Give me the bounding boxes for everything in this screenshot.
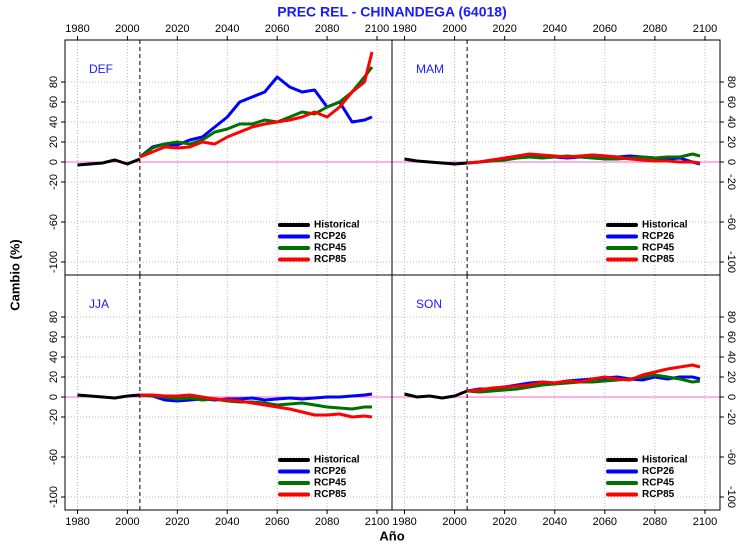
series-line: [404, 389, 468, 400]
y-tick-label: -20: [725, 174, 737, 190]
x-tick-label: 2040: [543, 23, 567, 35]
legend-label: Historical: [314, 220, 360, 231]
series-line: [466, 152, 701, 165]
series-line: [139, 51, 374, 159]
series-line: [138, 75, 373, 159]
y-tick-label: -100: [725, 251, 737, 273]
y-tick-label: 20: [725, 371, 737, 383]
x-tick-label: 2100: [693, 23, 717, 35]
y-tick-label: -20: [48, 174, 60, 190]
legend-label: RCP45: [642, 478, 675, 489]
series-line: [404, 157, 468, 166]
series-line: [466, 363, 701, 393]
y-tick-label: 80: [725, 76, 737, 88]
y-tick-label: 20: [725, 136, 737, 148]
y-tick-label: -60: [725, 449, 737, 465]
x-tick-label: 2080: [315, 23, 339, 35]
y-tick-label: 0: [48, 159, 60, 165]
y-tick-label: 0: [725, 159, 737, 165]
y-tick-label: 60: [725, 96, 737, 108]
legend-label: RCP26: [314, 231, 347, 242]
y-tick-label: 40: [725, 116, 737, 128]
legend-label: RCP85: [642, 489, 675, 500]
series-line: [466, 152, 701, 165]
x-tick-label: 2020: [165, 516, 189, 528]
x-tick-label: 2080: [643, 23, 667, 35]
y-tick-label: -20: [48, 409, 60, 425]
series-line: [77, 157, 141, 167]
legend-label: RCP26: [642, 466, 675, 477]
panel-title: DEF: [89, 62, 113, 76]
panel-frame: [391, 274, 721, 511]
x-tick-label: 2100: [365, 516, 389, 528]
y-tick-label: 20: [48, 371, 60, 383]
series-line: [466, 373, 701, 394]
x-tick-label: 2060: [593, 23, 617, 35]
y-tick-label: 60: [725, 331, 737, 343]
legend-label: Historical: [314, 455, 360, 466]
x-tick-label: 1980: [65, 516, 89, 528]
legend-label: RCP45: [642, 243, 675, 254]
panel-title: MAM: [416, 62, 444, 76]
x-tick-label: 2040: [215, 516, 239, 528]
y-tick-label: 40: [725, 351, 737, 363]
x-tick-label: 2020: [492, 516, 516, 528]
series-line: [77, 393, 141, 400]
legend-label: RCP85: [314, 254, 347, 265]
y-tick-label: 60: [48, 331, 60, 343]
y-tick-label: 0: [48, 394, 60, 400]
x-tick-label: 2020: [165, 23, 189, 35]
x-tick-label: 1980: [392, 516, 416, 528]
chart-title: PREC REL - CHINANDEGA (64018): [277, 4, 507, 20]
x-tick-label: 1980: [65, 23, 89, 35]
x-tick-label: 2080: [643, 516, 667, 528]
y-tick-label: -60: [48, 449, 60, 465]
x-tick-label: 2100: [693, 516, 717, 528]
y-tick-label: -20: [725, 409, 737, 425]
x-tick-label: 2020: [492, 23, 516, 35]
y-tick-label: -100: [725, 486, 737, 508]
x-tick-label: 2000: [442, 23, 466, 35]
legend-label: RCP85: [314, 489, 347, 500]
y-axis-label: Cambio (%): [7, 239, 22, 311]
legend-label: Historical: [642, 220, 688, 231]
y-tick-label: 40: [48, 116, 60, 128]
y-tick-label: 0: [725, 394, 737, 400]
y-tick-label: 80: [48, 76, 60, 88]
y-tick-label: -100: [48, 486, 60, 508]
x-tick-label: 2000: [115, 23, 139, 35]
legend-label: Historical: [642, 455, 688, 466]
legend-label: RCP26: [642, 231, 675, 242]
x-tick-label: 2060: [265, 23, 289, 35]
y-tick-label: 80: [725, 311, 737, 323]
series-line: [139, 393, 373, 419]
x-tick-label: 2100: [365, 23, 389, 35]
y-tick-label: -100: [48, 251, 60, 273]
y-tick-label: 20: [48, 136, 60, 148]
x-tick-label: 2040: [543, 516, 567, 528]
y-tick-label: 40: [48, 351, 60, 363]
legend-label: RCP45: [314, 478, 347, 489]
legend-label: RCP26: [314, 466, 347, 477]
x-tick-label: 2000: [115, 516, 139, 528]
x-tick-label: 1980: [392, 23, 416, 35]
y-tick-label: -60: [725, 214, 737, 230]
y-tick-label: -60: [48, 214, 60, 230]
x-tick-label: 2040: [215, 23, 239, 35]
x-tick-label: 2060: [593, 516, 617, 528]
x-tick-label: 2060: [265, 516, 289, 528]
x-axis-label: Año: [379, 528, 404, 543]
series-line: [139, 392, 373, 403]
panel-title: JJA: [89, 297, 109, 311]
y-tick-label: 60: [48, 96, 60, 108]
x-tick-label: 2000: [442, 516, 466, 528]
panel-title: SON: [416, 297, 442, 311]
series-line: [139, 66, 374, 159]
x-tick-label: 2080: [315, 516, 339, 528]
legend-label: RCP45: [314, 243, 347, 254]
y-tick-label: 80: [48, 311, 60, 323]
legend-label: RCP85: [642, 254, 675, 265]
